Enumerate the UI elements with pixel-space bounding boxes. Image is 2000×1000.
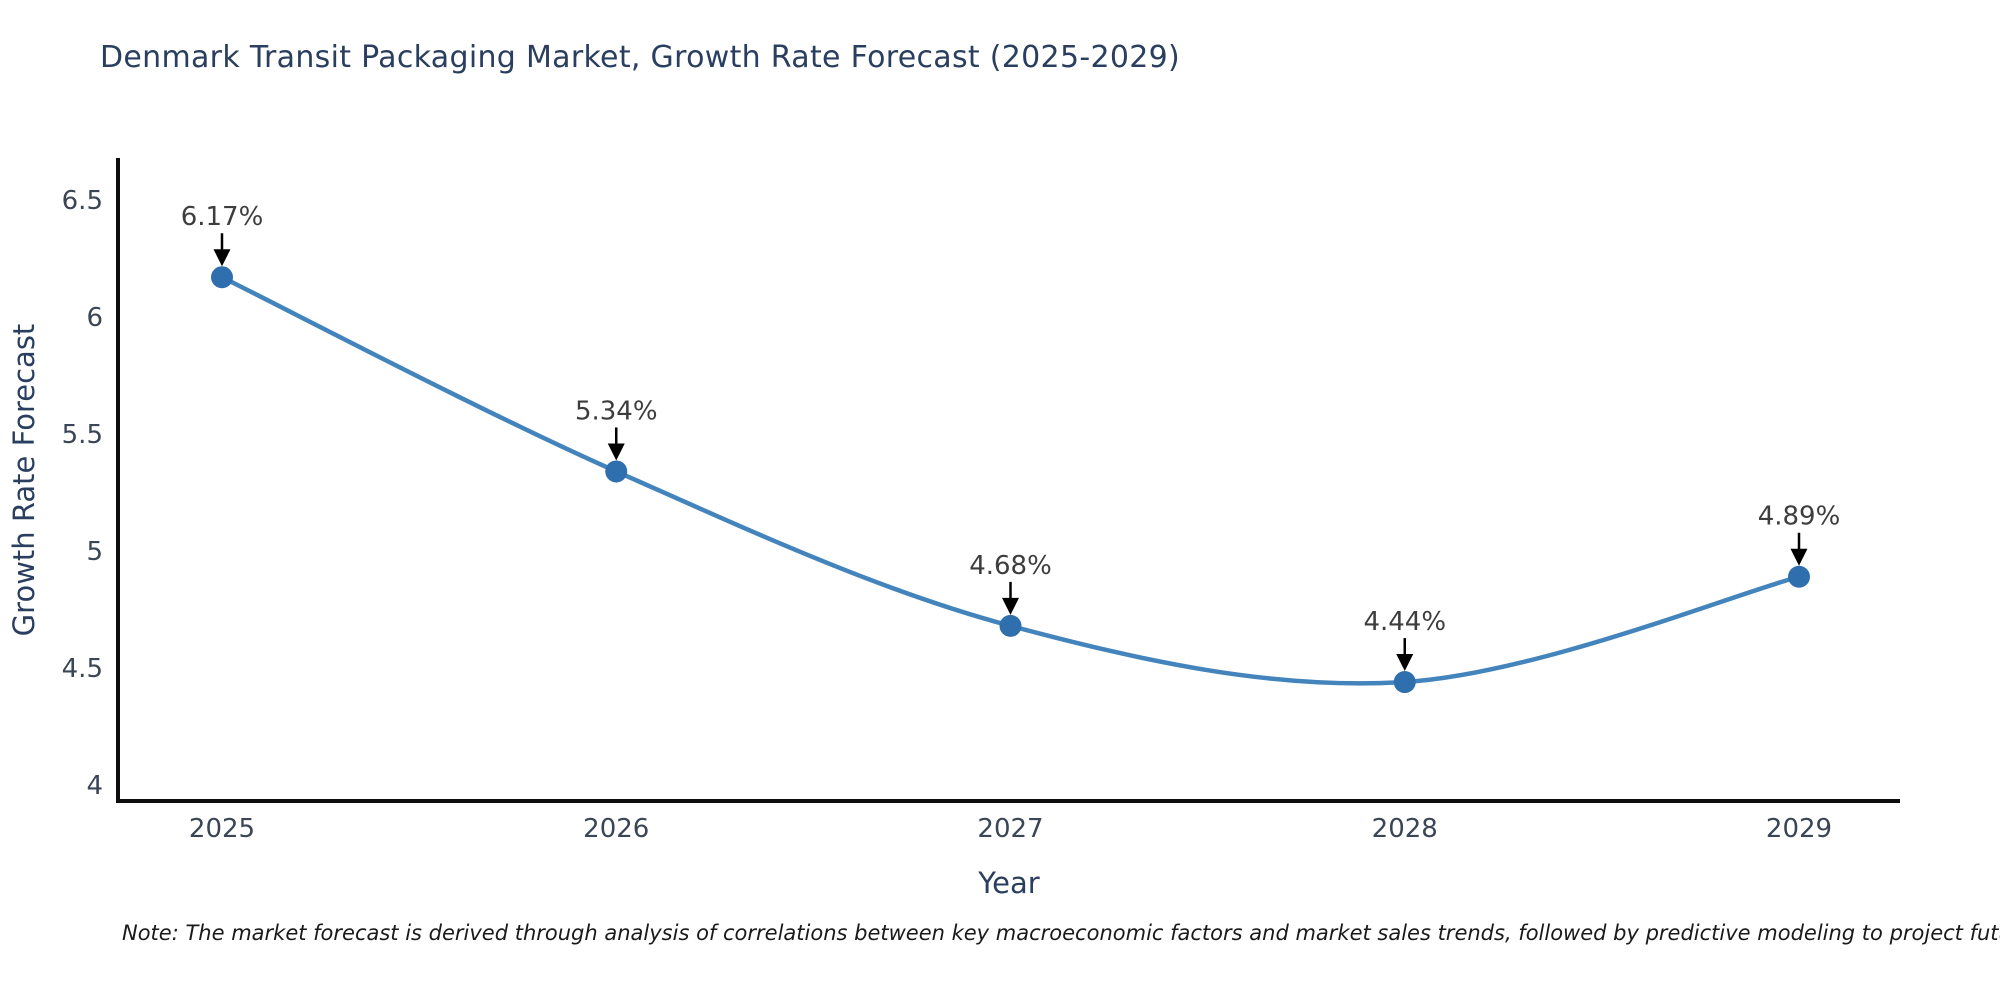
y-tick-label: 4: [86, 771, 103, 801]
y-tick-label: 5: [86, 537, 103, 567]
methodology-note: Note: The market forecast is derived thr…: [122, 921, 2000, 945]
annotation-arrowhead-icon: [213, 249, 231, 267]
data-point-marker: [999, 614, 1022, 637]
x-tick-label: 2026: [583, 814, 649, 844]
data-point-label: 5.34%: [575, 396, 658, 426]
x-axis-title: Year: [977, 866, 1039, 900]
data-point-label: 6.17%: [181, 202, 264, 232]
data-point-annotations: 6.17% 5.34% 4.68% 4.44% 4.89%: [181, 202, 1841, 672]
x-tick-label: 2025: [189, 814, 255, 844]
data-point-label: 4.44%: [1363, 607, 1446, 637]
y-tick-label: 4.5: [62, 654, 103, 684]
y-tick-labels: 4 4.5 5 5.5 6 6.5: [62, 186, 103, 801]
data-point-marker: [605, 460, 628, 483]
x-axis: 2025 2026 2027 2028 2029 Year: [116, 799, 1900, 900]
data-point-marker: [1393, 671, 1416, 694]
annotation-arrowhead-icon: [1396, 654, 1414, 672]
chart-title: Denmark Transit Packaging Market, Growth…: [100, 40, 1181, 75]
y-axis-title: Growth Rate Forecast: [7, 324, 41, 637]
x-tick-labels: 2025 2026 2027 2028 2029: [189, 814, 1832, 844]
x-tick-label: 2029: [1766, 814, 1832, 844]
y-tick-label: 5.5: [62, 420, 103, 450]
annotation-arrowhead-icon: [607, 443, 625, 461]
annotation-arrowhead-icon: [1002, 597, 1019, 615]
x-tick-label: 2027: [977, 814, 1043, 844]
data-point-label: 4.89%: [1758, 502, 1841, 532]
data-point-markers: [211, 266, 1810, 694]
y-axis: 4 4.5 5 5.5 6 6.5 Growth Rate Forecast: [7, 158, 120, 803]
annotation-arrowhead-icon: [1790, 548, 1808, 566]
data-point-label: 4.68%: [969, 551, 1052, 581]
data-point-marker: [211, 266, 233, 289]
data-point-marker: [1788, 565, 1810, 588]
x-tick-label: 2028: [1372, 814, 1438, 844]
y-tick-label: 6.5: [62, 186, 103, 216]
y-tick-label: 6: [86, 303, 103, 333]
